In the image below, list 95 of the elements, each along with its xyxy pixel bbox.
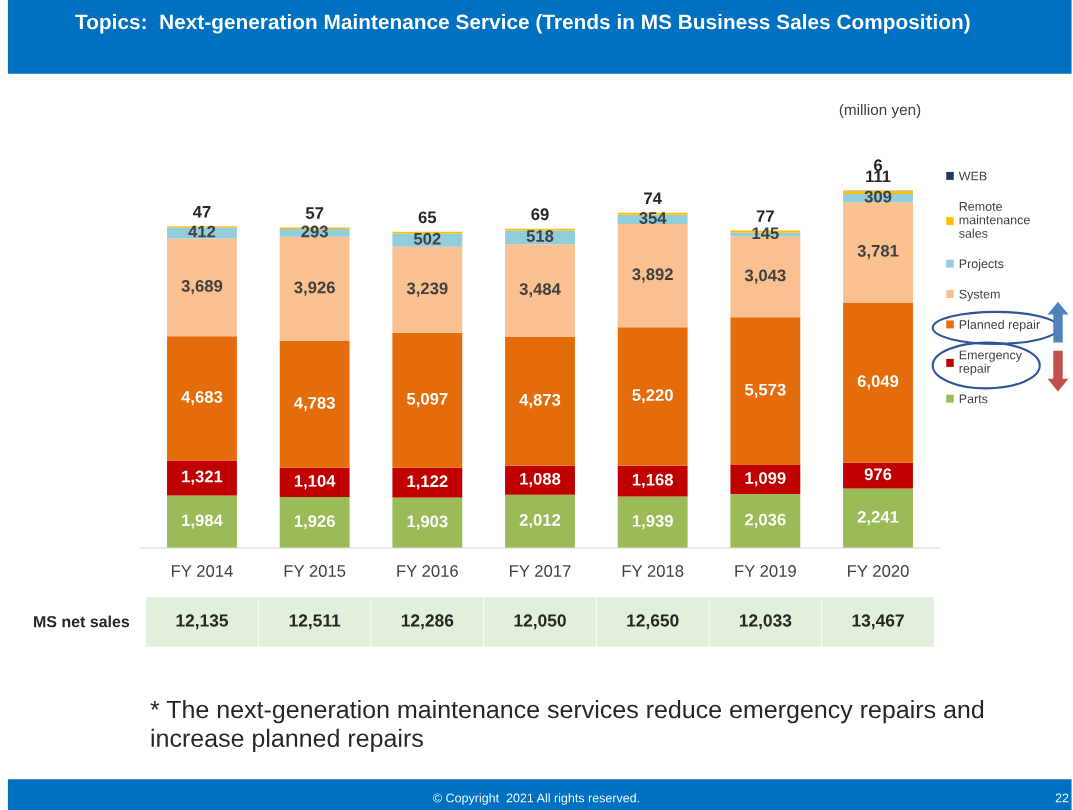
data-label: 309 [864,190,892,203]
legend-label: Remote maintenance sales [959,202,1030,238]
data-label: 3,926 [294,281,335,296]
data-label: 2,036 [745,513,786,528]
data-label: 4,683 [181,390,223,406]
bar [730,494,801,548]
data-label: 2,241 [857,510,899,526]
bar [505,336,575,466]
legend-label: Parts [959,394,988,404]
data-label: 3,484 [519,283,561,298]
bar [617,465,688,497]
bar [505,244,575,337]
data-label: 518 [526,230,554,242]
legend-label: Projects [959,258,1004,271]
x-tick-label: FY 2016 [397,565,458,577]
data-label: 4,873 [519,393,561,409]
data-label: 3,239 [406,282,448,297]
bar [279,467,350,497]
text: 12,135 [176,614,229,630]
bar [617,327,688,466]
text: * The next-generation maintenance services reduce emergency repairs and increase planned repairs [150,700,984,753]
text: © Copyright 2021 All rights reserved. [433,793,639,805]
data-label: 4,783 [294,396,335,412]
bar [392,332,463,468]
data-label: 1,321 [182,470,223,485]
data-label: 111 [866,170,891,183]
data-label: 1,168 [632,473,674,489]
bar [617,496,688,548]
x-tick-label: FY 2014 [171,565,233,577]
data-label: 1,939 [632,514,673,530]
data-label: 3,043 [744,269,786,284]
data-label: 1,926 [294,515,335,530]
bar [617,224,688,328]
text: 13,467 [852,614,904,630]
data-label: 293 [301,225,328,238]
bar [843,488,913,548]
data-label: 5,220 [632,389,673,404]
bar [505,494,575,548]
data-label: 2,012 [519,514,561,529]
data-label: 1,903 [407,515,448,530]
data-label: 65 [418,211,437,224]
data-label: 1,099 [745,472,786,487]
x-tick-label: FY 2017 [510,565,571,577]
data-label: 3,892 [632,268,673,283]
data-label: 6 [874,159,883,172]
legend-label: WEB [958,171,987,181]
text: 12,050 [514,614,566,630]
text: MS net sales [34,615,130,628]
legend-label: Planned repair [959,319,1040,332]
bar [167,460,237,496]
data-label: 502 [413,232,441,245]
x-tick-label: FY 2015 [284,565,346,577]
text: 12,286 [401,614,454,630]
data-label: 1,122 [407,475,448,490]
bar [279,496,350,548]
data-label: 57 [305,207,324,219]
data-label: 1,984 [182,514,223,529]
x-tick-label: FY 2018 [622,565,684,577]
bar [843,302,913,463]
bar [167,336,237,461]
text: 12,511 [289,614,341,630]
data-label: 3,781 [857,244,899,260]
data-label: 412 [188,225,216,238]
bar [843,462,913,489]
data-label: 6,049 [857,375,899,390]
data-label: 69 [531,208,549,221]
data-label: 47 [192,206,211,218]
data-label: 1,104 [294,474,336,490]
legend-label: Emergency repair [959,350,1022,376]
legend-label: System [959,289,1000,302]
data-label: 1,088 [520,472,561,488]
data-label: 976 [864,468,892,481]
bar [392,246,463,333]
data-label: 354 [639,212,667,224]
bar [279,236,350,341]
text: 22 [1055,793,1069,803]
x-tick-label: FY 2020 [848,565,909,577]
text: 12,650 [627,614,679,630]
bar [392,467,463,498]
text: (million yen) [839,103,921,119]
data-label: 3,689 [181,280,223,295]
data-label: 74 [644,192,662,204]
data-label: 5,097 [406,392,448,408]
data-label: 77 [756,210,774,222]
x-tick-label: FY 2019 [735,565,796,577]
text: 12,033 [739,614,792,630]
data-label: 5,573 [745,383,786,398]
bar [392,497,463,548]
bar [505,465,575,495]
bar [843,202,913,303]
bar [167,495,237,548]
bar [167,238,237,337]
chart-title: Topics: Next-generation Maintenance Service (Trends in MS Business Sales Composition) [75,14,970,34]
bar [730,317,801,465]
bar [279,340,350,468]
